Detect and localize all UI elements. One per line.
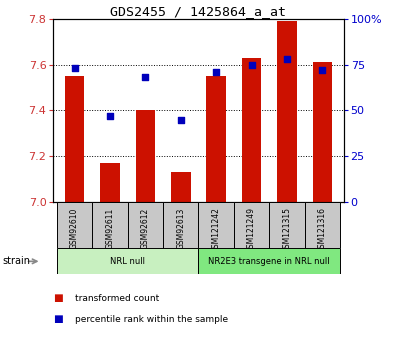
Bar [65, 76, 84, 202]
Point [142, 75, 149, 80]
Bar [242, 58, 261, 202]
Point [248, 62, 255, 68]
Bar [199, 248, 340, 274]
Text: transformed count: transformed count [75, 294, 159, 303]
Text: GSM121316: GSM121316 [318, 207, 327, 254]
Bar [269, 202, 305, 248]
Bar [305, 202, 340, 248]
Bar [57, 248, 199, 274]
Text: NR2E3 transgene in NRL null: NR2E3 transgene in NRL null [209, 257, 330, 266]
Text: GSM121249: GSM121249 [247, 207, 256, 254]
Point [213, 69, 219, 75]
Point [107, 113, 113, 119]
Text: ■: ■ [53, 294, 63, 303]
Text: GSM92613: GSM92613 [176, 207, 185, 249]
Bar [100, 163, 120, 202]
Text: GSM92611: GSM92611 [105, 207, 115, 249]
Text: strain: strain [2, 256, 30, 266]
Bar [207, 76, 226, 202]
Point [71, 66, 78, 71]
Bar [171, 172, 190, 202]
Bar [128, 202, 163, 248]
Point [284, 57, 290, 62]
Text: GSM92610: GSM92610 [70, 207, 79, 249]
Title: GDS2455 / 1425864_a_at: GDS2455 / 1425864_a_at [111, 5, 286, 18]
Text: GSM121315: GSM121315 [282, 207, 292, 254]
Point [178, 117, 184, 122]
Bar [199, 202, 234, 248]
Text: GSM121242: GSM121242 [212, 207, 221, 253]
Point [319, 67, 325, 73]
Bar [57, 202, 92, 248]
Bar [92, 202, 128, 248]
Text: percentile rank within the sample: percentile rank within the sample [75, 315, 228, 324]
Text: NRL null: NRL null [110, 257, 145, 266]
Bar [163, 202, 199, 248]
Bar [135, 110, 155, 202]
Text: GSM92612: GSM92612 [141, 207, 150, 249]
Bar [277, 21, 297, 202]
Bar [313, 62, 332, 202]
Text: ■: ■ [53, 314, 63, 324]
Bar [234, 202, 269, 248]
